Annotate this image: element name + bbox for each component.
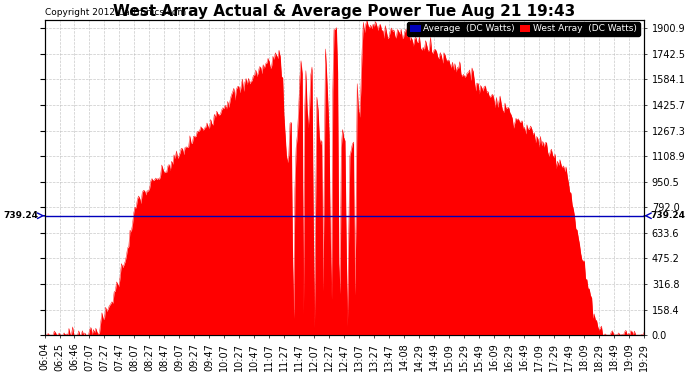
Text: 739.24: 739.24 [3, 211, 39, 220]
Legend: Average  (DC Watts), West Array  (DC Watts): Average (DC Watts), West Array (DC Watts… [407, 22, 640, 36]
Text: Copyright 2012 Cartronics.com: Copyright 2012 Cartronics.com [45, 8, 186, 17]
Title: West Array Actual & Average Power Tue Aug 21 19:43: West Array Actual & Average Power Tue Au… [113, 4, 575, 19]
Text: 739.24: 739.24 [650, 211, 685, 220]
